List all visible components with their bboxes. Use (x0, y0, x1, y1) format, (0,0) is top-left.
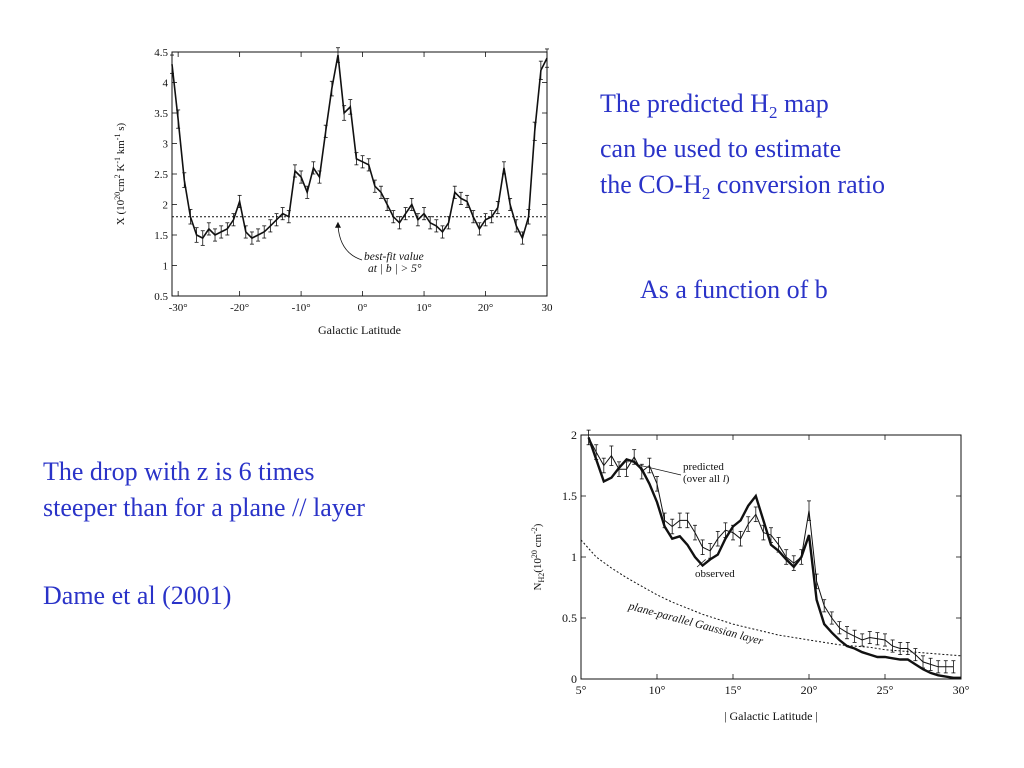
subscript: 2 (768, 103, 778, 123)
subscript: 2 (701, 184, 711, 204)
annotation-arrow (337, 225, 363, 261)
annotation-best-fit-line2: at | b | > 5° (368, 263, 422, 275)
x-axis-label: Galactic Latitude (318, 323, 401, 337)
y-label-sup: -1 (113, 157, 122, 164)
text-fragment: conversion ratio (710, 170, 886, 200)
y-tick-label: 4.5 (154, 47, 168, 59)
y-tick-label: 1.5 (562, 489, 577, 503)
annotation-arrowhead (334, 221, 341, 228)
x-tick-label: 10° (649, 683, 666, 697)
y-label-part: K (115, 164, 127, 175)
annotation-best-fit-line1: best-fit value (364, 251, 424, 263)
text-fragment: The predicted H (600, 89, 769, 118)
y-label-part: km (115, 140, 127, 157)
slide-text-top-right: The predicted H2 map can be used to esti… (600, 86, 885, 212)
text-line-citation: Dame et al (2001) (43, 581, 232, 610)
x-tick-label: 0° (358, 302, 368, 314)
y-tick-label: 2.5 (154, 169, 168, 181)
y-label-sup: -2 (530, 527, 539, 534)
y-label-part: s) (115, 122, 127, 133)
y-label-part: (10 (532, 558, 544, 573)
label-predicted-over-all: (over all l) (683, 473, 730, 485)
y-tick-label: 0.5 (562, 611, 577, 625)
label-part: ) (726, 473, 730, 485)
x-tick-label: 30° (953, 683, 970, 697)
slide-text-bottom-left: The drop with z is 6 times steeper than … (43, 454, 365, 526)
y-label-part: cm (532, 533, 544, 550)
text-line-conversion-ratio: the CO-H2 conversion ratio (600, 167, 885, 212)
y-axis-label: X (1020cm2 K-1 km-1 s) (113, 122, 127, 225)
series-line (171, 54, 548, 241)
label-part: (over all (683, 473, 723, 485)
y-label-part: ) (532, 523, 544, 527)
x-tick-label: 20° (478, 302, 493, 314)
x-tick-label: 25° (877, 683, 894, 697)
text-line-estimate: can be used to estimate (600, 134, 842, 164)
y-tick-label: 1.5 (154, 230, 168, 242)
label-observed: observed (695, 568, 735, 580)
y-label-sup: -1 (113, 134, 122, 141)
x-tick-label: 20° (801, 683, 818, 697)
y-tick-label: 2 (163, 200, 169, 212)
label-gaussian-layer: plane-parallel Gaussian layer (626, 600, 764, 648)
y-tick-label: 1 (163, 261, 169, 273)
text-fragment: map (777, 89, 829, 118)
y-label-part: cm (115, 178, 127, 192)
text-line-steeper: steeper than for a plane // layer (43, 493, 365, 522)
y-label-sup: 20 (113, 192, 122, 200)
label-pointer-observed (696, 559, 706, 568)
series-gaussian-layer (580, 539, 962, 657)
y-label-sub: H2 (537, 573, 546, 583)
y-tick-label: 1 (571, 550, 577, 564)
x-tick-label: -10° (292, 302, 311, 314)
y-tick-label: 0 (571, 672, 577, 686)
x-tick-label: 15° (725, 683, 742, 697)
label-part-l: l (723, 473, 726, 485)
y-axis-label: NH2(1020 cm-2) (530, 523, 546, 590)
text-fragment: the CO-H (600, 170, 702, 200)
x-tick-label: -30° (169, 302, 188, 314)
y-tick-label: 4 (163, 78, 169, 90)
x-tick-label: 30 (542, 302, 554, 314)
text-line-predicted-h2: The predicted H2 map (600, 86, 885, 131)
label-predicted: predicted (683, 461, 724, 473)
text-line-function-of-b: As a function of b (640, 275, 828, 304)
y-tick-label: 3.5 (154, 108, 168, 120)
text-line-drop-with-z: The drop with z is 6 times (43, 457, 315, 486)
column-density-chart: 5° 10° 15° 20° 25° 30° 0 0.5 1 1.5 2 predicted (ov… (530, 428, 970, 723)
y-label-sup: 2 (113, 174, 122, 178)
y-label-sup: 20 (530, 550, 539, 558)
series-observed (587, 437, 961, 679)
plot-frame (580, 434, 962, 680)
y-tick-label: 3 (163, 139, 169, 151)
label-pointer-predicted (635, 463, 682, 476)
y-label-part: X (10 (115, 199, 127, 225)
x-tick-label: -20° (230, 302, 249, 314)
y-label-part: N (532, 582, 544, 590)
y-tick-label: 2 (571, 428, 577, 442)
x-axis-label: | Galactic Latitude | (724, 709, 818, 723)
x-tick-label: 10° (416, 302, 431, 314)
y-tick-label: 0.5 (154, 291, 168, 303)
x-factor-chart: -30° -20° -10° 0° 10° 20° 30 0.5 1 1.5 2 2.5 3 3.5 4 4.… (113, 47, 554, 337)
x-tick-label: 5° (576, 683, 587, 697)
